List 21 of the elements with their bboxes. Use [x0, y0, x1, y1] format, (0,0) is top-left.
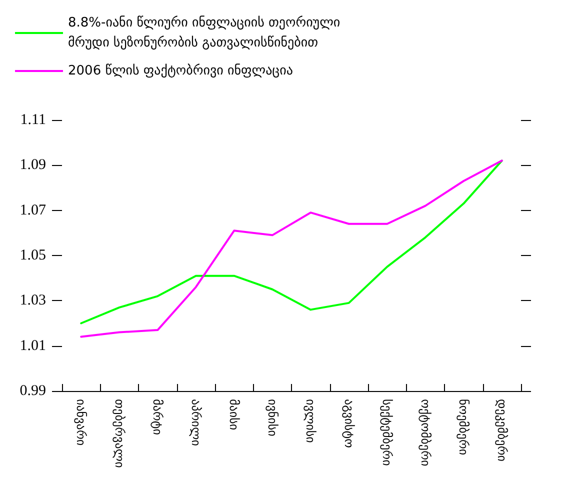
y-tick-label: 1.09 [20, 157, 46, 174]
y-tick-label: 1.05 [20, 248, 46, 264]
legend-label: 8.8%-იანი წლიური ინფლაციის თეორიული მრუდი სეზონურობის გათვალისწინებით [68, 16, 344, 50]
y-tick-label: 1.11 [20, 112, 46, 128]
x-tick-label: აგვისტო [342, 399, 356, 448]
x-tick-label: სექტემბერი [380, 399, 394, 466]
y-tick-label: 1.01 [20, 338, 46, 354]
y-tick-label: 0.99 [20, 383, 46, 399]
x-tick-label: იანვარი [74, 399, 88, 446]
x-tick-label: ივლისი [304, 399, 318, 443]
y-tick-label: 1.07 [20, 202, 46, 218]
x-tick-label: თებერვალი [112, 399, 126, 468]
x-tick-label: დეკემბერი [494, 399, 509, 462]
y-tick-label: 1.03 [20, 292, 46, 309]
x-tick-label: ივნისი [265, 399, 280, 436]
x-tick-label: მაისი [227, 399, 242, 430]
x-tick-label: ნოემბერი [456, 399, 471, 456]
x-tick-label: ოქტომბერი [418, 399, 432, 466]
legend-label: 2006 წლის ფაქტობრივი ინფლაცია [68, 64, 293, 78]
x-tick-label: მარტი [150, 399, 165, 435]
x-tick-label: აპრილი [188, 399, 203, 446]
